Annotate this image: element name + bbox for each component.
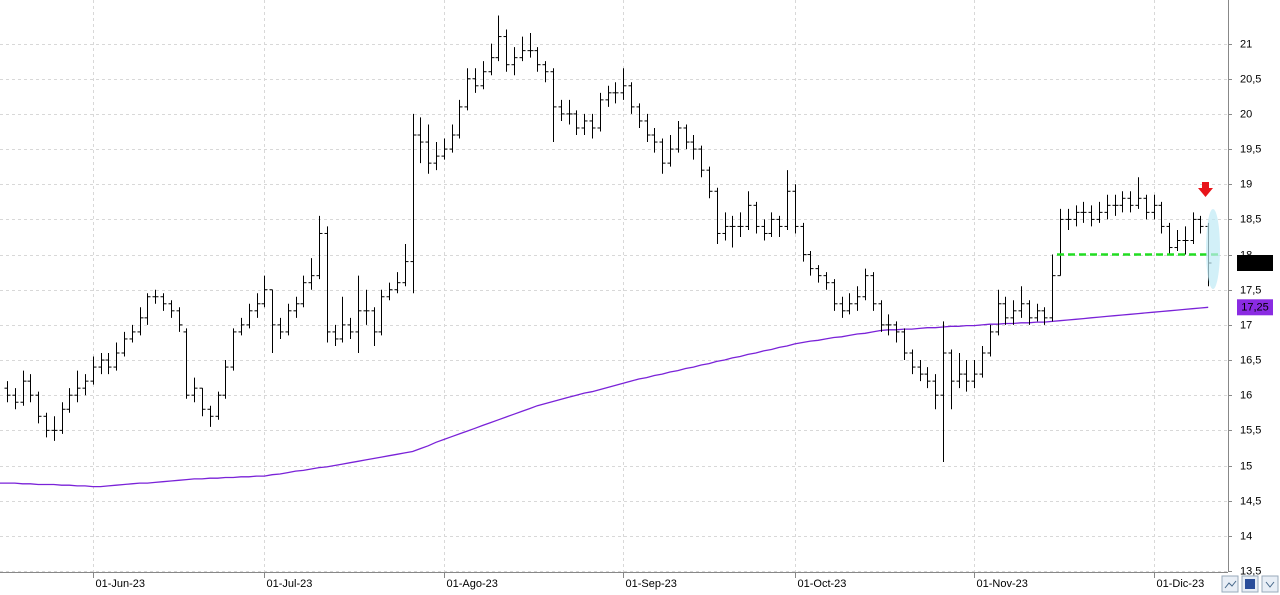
y-tick-label: 14 <box>1240 530 1252 542</box>
y-tick-label: 13,5 <box>1240 565 1261 577</box>
y-tick-label: 18,5 <box>1240 213 1261 225</box>
y-tick-label: 19 <box>1240 178 1252 190</box>
y-tick-label: 21 <box>1240 38 1252 50</box>
menu-button[interactable] <box>1261 575 1279 593</box>
y-tick-label: 17,5 <box>1240 284 1261 296</box>
menu-icon <box>1265 581 1275 588</box>
save-icon <box>1245 579 1255 589</box>
x-tick-label: 01-Dic-23 <box>1157 578 1205 590</box>
x-tick-label: 01-Nov-23 <box>977 578 1028 590</box>
y-tick-label: 17 <box>1240 319 1252 331</box>
y-tick-label: 20 <box>1240 108 1252 120</box>
ma-tag-label: 17,25 <box>1241 302 1269 314</box>
highlight-ellipse <box>1206 209 1220 289</box>
down-arrow <box>1198 182 1213 197</box>
marks <box>0 15 1218 488</box>
x-tick-label: 01-Sep-23 <box>626 578 677 590</box>
price-tag-label: 17,88 <box>1241 257 1269 269</box>
ma-tag-box <box>1237 299 1273 316</box>
x-tick-label: 01-Jul-23 <box>267 578 313 590</box>
zoom-icon <box>1224 580 1237 589</box>
axes: 13,51414,51515,51616,51717,51818,51919,5… <box>93 38 1261 590</box>
x-tick-label: 01-Oct-23 <box>798 578 847 590</box>
y-tick-label: 19,5 <box>1240 143 1261 155</box>
x-tick-label: 01-Ago-23 <box>447 578 498 590</box>
y-tick-label: 14,5 <box>1240 495 1261 507</box>
moving-average-line <box>0 306 1209 488</box>
tags: 17,88 17,25 <box>1237 254 1273 316</box>
y-tick-label: 15,5 <box>1240 424 1261 436</box>
y-tick-label: 16 <box>1240 389 1252 401</box>
y-tick-label: 15 <box>1240 460 1252 472</box>
toolbar <box>1221 575 1279 593</box>
y-tick-label: 20,5 <box>1240 73 1261 85</box>
x-tick-label: 01-Jun-23 <box>96 578 146 590</box>
y-tick-label: 16,5 <box>1240 354 1261 366</box>
price-tag-box <box>1237 254 1273 271</box>
